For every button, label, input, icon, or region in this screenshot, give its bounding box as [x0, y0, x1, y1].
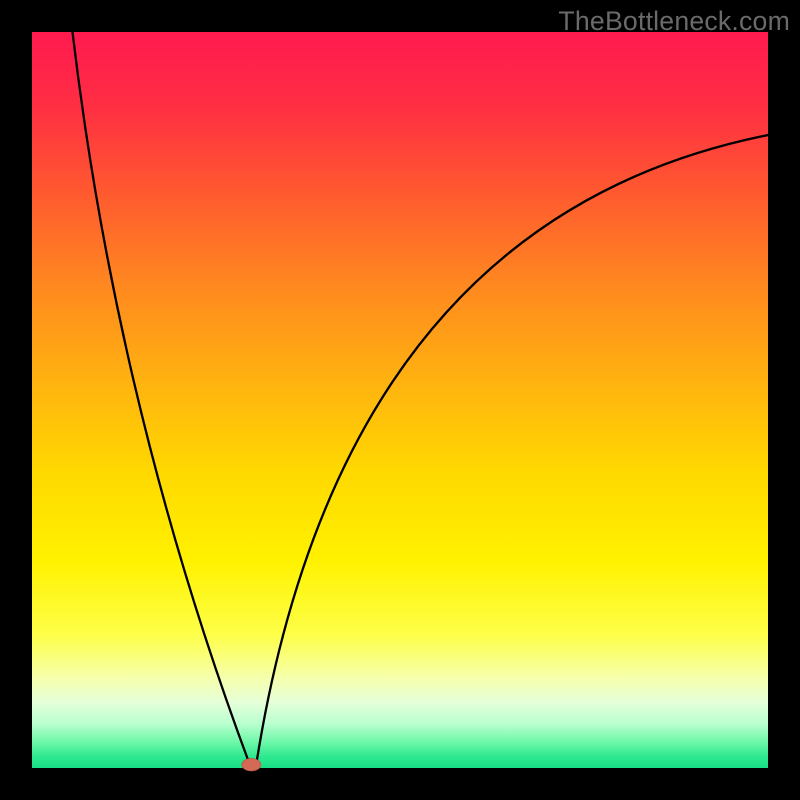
plot-background: [32, 32, 768, 768]
chart-stage: TheBottleneck.com: [0, 0, 800, 800]
optimal-point-marker: [242, 758, 261, 771]
watermark-text: TheBottleneck.com: [558, 6, 790, 37]
bottleneck-chart: [0, 0, 800, 800]
